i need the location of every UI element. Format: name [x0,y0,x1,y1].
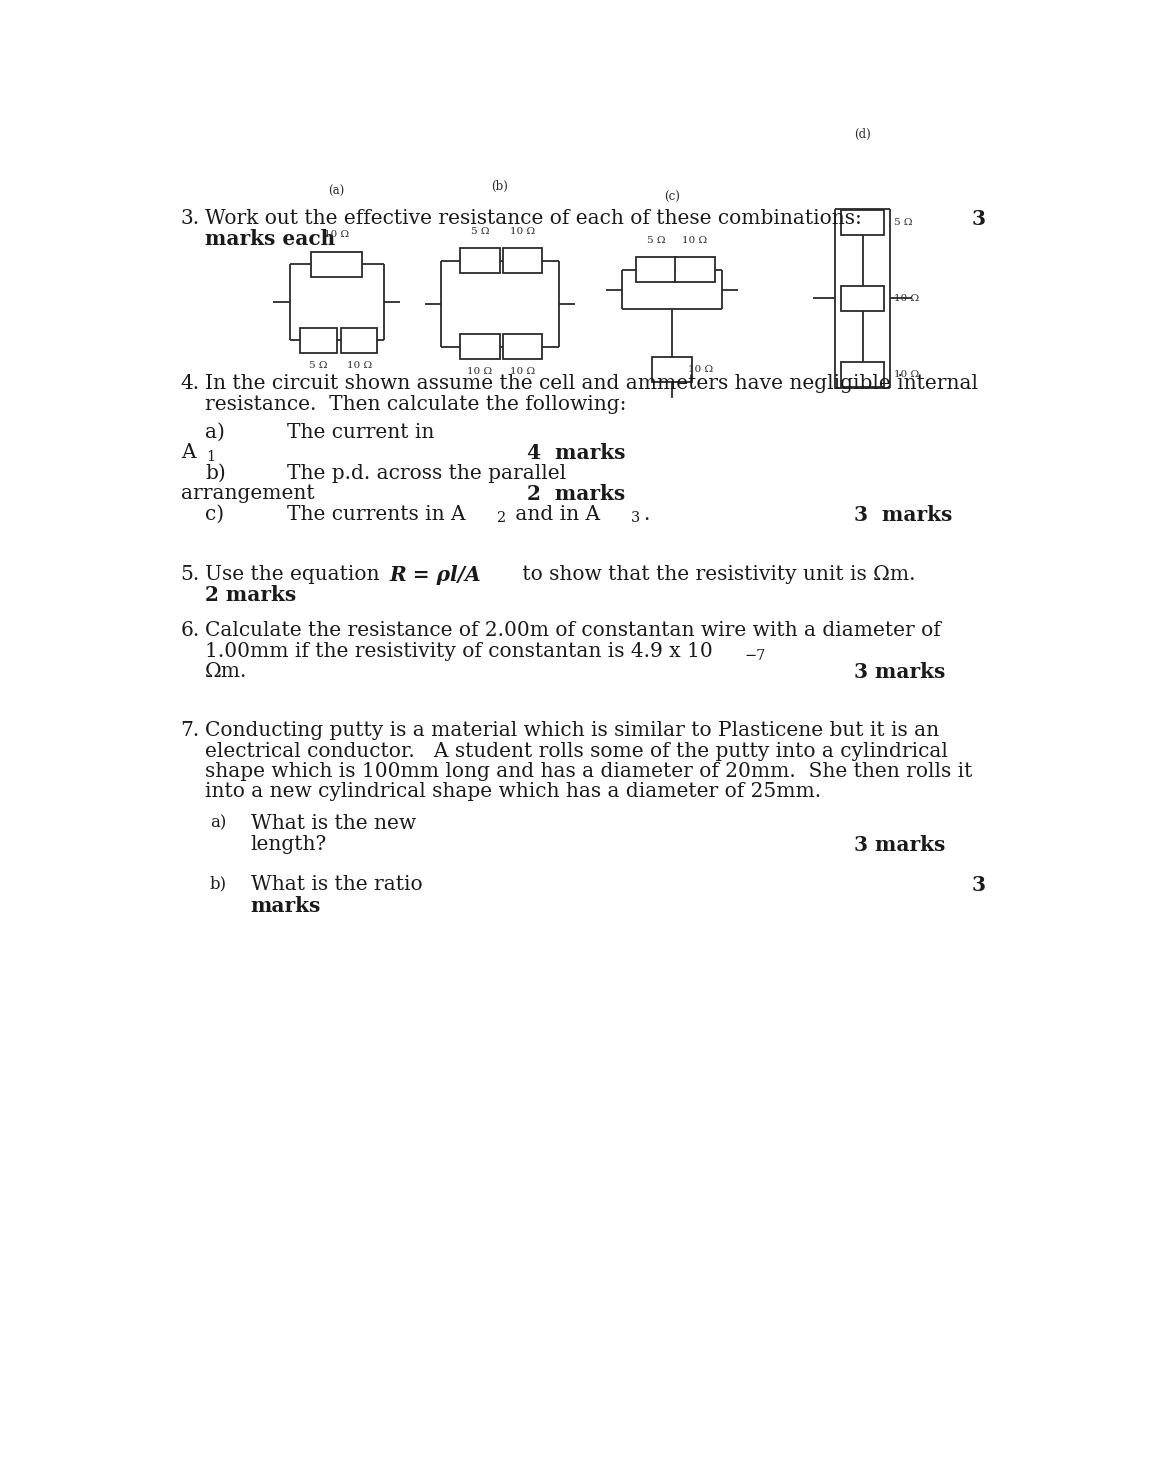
Text: marks: marks [250,896,321,916]
Text: The currents in A: The currents in A [287,505,466,523]
Text: (b): (b) [491,180,508,193]
Text: 10 Ω: 10 Ω [510,227,535,236]
Bar [460,334,500,359]
Text: 3 marks: 3 marks [854,835,945,854]
Bar [503,249,543,273]
Text: into a new cylindrical shape which has a diameter of 25mm.: into a new cylindrical shape which has a… [205,782,821,801]
Text: 4.: 4. [180,374,200,393]
Text: 5 Ω: 5 Ω [647,236,665,245]
Text: 3 marks: 3 marks [854,663,945,682]
Bar [841,362,885,386]
Bar [342,327,378,352]
Text: A: A [180,443,195,463]
Bar [503,334,543,359]
Bar [301,327,337,352]
Text: 10 Ω: 10 Ω [894,293,920,302]
Bar [675,258,715,283]
Text: 10 Ω: 10 Ω [894,370,920,379]
Text: Conducting putty is a material which is similar to Plasticene but it is an: Conducting putty is a material which is … [205,722,940,739]
Text: 10 Ω: 10 Ω [682,236,708,245]
Text: 3: 3 [971,875,985,896]
Text: 10 Ω: 10 Ω [510,367,535,376]
Text: .: . [644,505,649,523]
Text: 10 Ω: 10 Ω [346,361,372,370]
Text: and in A: and in A [509,505,600,523]
Text: 3: 3 [631,511,640,526]
Bar [841,286,885,311]
Text: (c): (c) [665,191,680,203]
Text: 1.00mm if the resistivity of constantan is 4.9 x 10: 1.00mm if the resistivity of constantan … [205,642,713,661]
Text: arrangement: arrangement [180,485,315,504]
Text: length?: length? [250,835,326,853]
Text: The p.d. across the parallel: The p.d. across the parallel [287,464,566,483]
Text: 6.: 6. [180,622,200,641]
Text: 3.: 3. [180,209,200,227]
Text: Ωm.: Ωm. [205,663,248,681]
Text: a): a) [209,815,226,831]
Text: Calculate the resistance of 2.00m of constantan wire with a diameter of: Calculate the resistance of 2.00m of con… [205,622,941,641]
Text: marks each: marks each [205,228,336,249]
Text: Use the equation: Use the equation [205,564,386,583]
Text: 1: 1 [206,451,215,464]
Text: 10 Ω: 10 Ω [688,365,714,374]
Text: What is the ratio: What is the ratio [250,875,422,894]
Text: b): b) [209,875,227,893]
Text: 5.: 5. [180,564,200,583]
Bar [311,252,362,277]
Text: 7.: 7. [180,722,200,739]
Bar [652,356,693,382]
Bar [636,258,676,283]
Text: 3  marks: 3 marks [854,505,952,524]
Text: In the circuit shown assume the cell and ammeters have negligible internal: In the circuit shown assume the cell and… [205,374,978,393]
Text: shape which is 100mm long and has a diameter of 20mm.  She then rolls it: shape which is 100mm long and has a diam… [205,762,972,781]
Text: 5 Ω: 5 Ω [309,361,328,370]
Text: The current in: The current in [287,423,434,442]
Text: b): b) [205,464,226,483]
Text: c): c) [205,505,225,523]
Text: R = ρl/A: R = ρl/A [390,564,481,585]
Text: Work out the effective resistance of each of these combinations:: Work out the effective resistance of eac… [205,209,862,227]
Text: 2  marks: 2 marks [526,485,625,504]
Text: resistance.  Then calculate the following:: resistance. Then calculate the following… [205,395,627,414]
Text: What is the new: What is the new [250,815,415,834]
Bar [460,249,500,273]
Text: 10 Ω: 10 Ω [467,367,493,376]
Text: 4  marks: 4 marks [526,443,626,464]
Text: 2 marks: 2 marks [205,585,296,605]
Text: electrical conductor.   A student rolls some of the putty into a cylindrical: electrical conductor. A student rolls so… [205,741,948,760]
Text: to show that the resistivity unit is Ωm.: to show that the resistivity unit is Ωm. [516,564,916,583]
Text: −7: −7 [745,648,766,663]
Text: a): a) [205,423,225,442]
Text: 2: 2 [496,511,505,526]
Text: 10 Ω: 10 Ω [324,230,349,239]
Text: 3: 3 [971,209,985,228]
Text: (a): (a) [329,186,345,199]
Text: (d): (d) [854,128,870,140]
Bar [841,209,885,234]
Text: 5 Ω: 5 Ω [470,227,489,236]
Text: 5 Ω: 5 Ω [894,218,913,227]
